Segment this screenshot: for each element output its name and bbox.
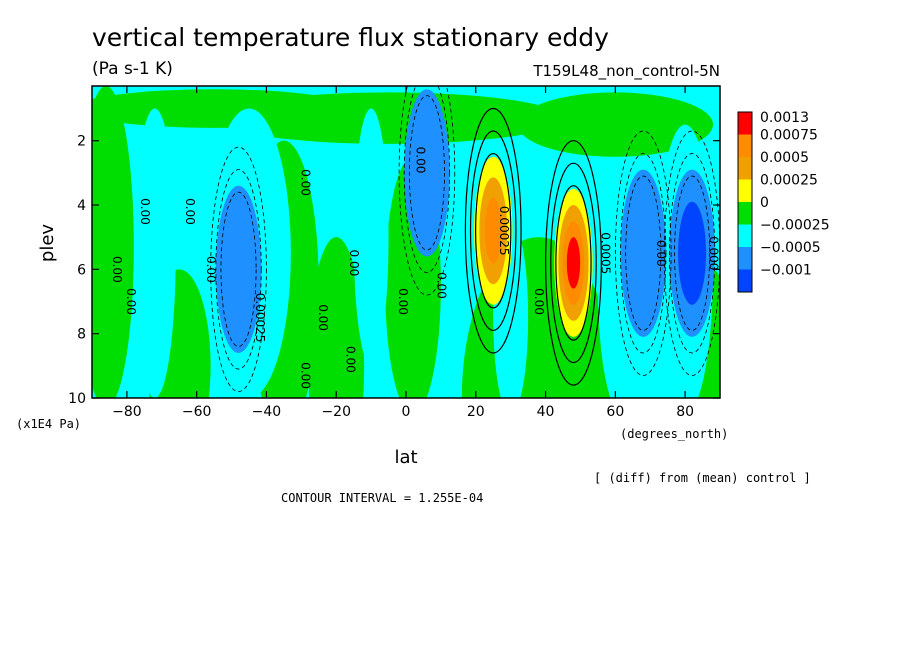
legend-swatch bbox=[738, 179, 752, 202]
feature-blob-1-3 bbox=[566, 237, 581, 289]
contour-line-2-2 bbox=[210, 146, 267, 392]
legend-frame bbox=[737, 111, 753, 293]
feature-blob-5-0 bbox=[404, 89, 450, 257]
contour-label: 0.00 bbox=[654, 240, 668, 267]
field-green-9 bbox=[92, 89, 354, 128]
x-axis-label: lat bbox=[394, 447, 417, 468]
run-label: T159L48_non_control-5N bbox=[532, 62, 720, 81]
plot-area: 0.000.000.00 0.000.000.000250.000.000.000… bbox=[92, 86, 721, 398]
legend-label: 0.00025 bbox=[760, 173, 818, 189]
contour-label: 0.00 bbox=[110, 256, 124, 283]
contour-label: 0.00025 bbox=[497, 206, 511, 256]
contour-line-1-2 bbox=[545, 140, 602, 386]
contour-label: 0.000 bbox=[707, 236, 721, 270]
contour-label: 0.00 bbox=[344, 346, 358, 373]
contour-line-0-1 bbox=[469, 130, 517, 332]
contour-line-2-1 bbox=[215, 169, 262, 370]
contour-line-0-0 bbox=[475, 152, 512, 309]
y-axis-label: plev bbox=[37, 224, 58, 263]
contour-line-1-0 bbox=[555, 185, 592, 341]
contour-label: 0.00 bbox=[316, 304, 330, 331]
feature-blob-0-2 bbox=[484, 197, 502, 264]
contour-line-4-0 bbox=[674, 175, 711, 331]
contour-label: 0.00 bbox=[183, 198, 197, 225]
y-tick-label: 6 bbox=[77, 262, 86, 278]
chart-title: vertical temperature flux stationary edd… bbox=[92, 23, 609, 52]
contour-interval: CONTOUR INTERVAL = 1.255E-04 bbox=[281, 491, 483, 505]
legend-label: −0.00025 bbox=[760, 218, 830, 234]
x-axis-units: (degrees_north) bbox=[620, 427, 728, 441]
feature-blob-2-0 bbox=[215, 185, 262, 353]
contour-label: 0.00025 bbox=[253, 293, 267, 343]
x-tick-label: −80 bbox=[112, 404, 142, 420]
y-tick-label: 10 bbox=[68, 391, 86, 407]
contour-label: 0.00 bbox=[204, 256, 218, 283]
field-green-3 bbox=[308, 237, 365, 398]
color-legend: 0.0013 0.00075 0.0005 0.00025 0 −0.00025 −0.00… bbox=[737, 110, 830, 293]
legend-swatch bbox=[738, 157, 752, 180]
chart-units: (Pa s-1 K) bbox=[92, 59, 173, 79]
legend-swatch bbox=[738, 134, 752, 157]
legend-label: 0.00075 bbox=[760, 128, 818, 144]
legend-swatch bbox=[738, 247, 752, 270]
legend-swatch bbox=[738, 202, 752, 225]
contour-label: 0.00 bbox=[413, 147, 427, 174]
contour-line-5-1 bbox=[403, 86, 451, 273]
contour-label: 0.00 bbox=[138, 198, 152, 225]
contour-line-2-0 bbox=[220, 191, 257, 347]
x-tick-label: 20 bbox=[467, 404, 485, 420]
contour-line-5-0 bbox=[408, 95, 445, 251]
legend-label: −0.001 bbox=[760, 263, 812, 279]
contour-label: 0.00 bbox=[124, 288, 138, 315]
contour-label: 0.00 bbox=[298, 362, 312, 389]
contour-line-1-1 bbox=[550, 162, 597, 364]
contour-line-3-1 bbox=[620, 153, 667, 354]
legend-swatch bbox=[738, 224, 752, 247]
feature-blob-3-0 bbox=[620, 169, 666, 337]
legend-swatch bbox=[738, 112, 752, 135]
contour-label: 0.00 bbox=[347, 250, 361, 277]
contour-line-3-2 bbox=[615, 130, 672, 376]
y-tick-label: 2 bbox=[77, 134, 86, 150]
legend-label: 0.0013 bbox=[760, 110, 809, 126]
x-tick-label: 40 bbox=[537, 404, 555, 420]
x-tick-label: 60 bbox=[606, 404, 624, 420]
contour-line-0-2 bbox=[464, 107, 522, 354]
field-cyan-2 bbox=[353, 108, 389, 366]
x-tick-label: 0 bbox=[402, 404, 411, 420]
y-tick-label: 4 bbox=[77, 198, 86, 214]
feature-blob-4-1 bbox=[678, 201, 707, 305]
legend-label: 0 bbox=[760, 195, 769, 211]
x-tick-label: −20 bbox=[321, 404, 351, 420]
legend-label: −0.0005 bbox=[760, 240, 821, 256]
legend-label: 0.0005 bbox=[760, 150, 809, 166]
diff-note: [ (diff) from (mean) control ] bbox=[594, 471, 811, 485]
contour-label: 0.00 bbox=[532, 288, 546, 315]
field-green-7 bbox=[517, 92, 714, 157]
y-axis-units: (x1E4 Pa) bbox=[16, 417, 81, 431]
legend-swatch bbox=[738, 269, 752, 292]
field-cyan-0 bbox=[133, 108, 176, 398]
x-tick-label: −60 bbox=[182, 404, 212, 420]
contour-label: 0.0005 bbox=[598, 232, 612, 274]
field-green-0 bbox=[92, 86, 134, 398]
contour-label: 0.00 bbox=[298, 169, 312, 196]
contour-line-3-0 bbox=[625, 175, 662, 331]
x-tick-label: −40 bbox=[252, 404, 282, 420]
x-tick-label: 80 bbox=[676, 404, 694, 420]
contour-line-5-2 bbox=[398, 86, 456, 296]
contour-label: 0.00 bbox=[434, 272, 448, 299]
contour-label: 0.00 bbox=[396, 288, 410, 315]
contour-line-4-1 bbox=[668, 153, 716, 354]
y-tick-label: 8 bbox=[77, 327, 86, 343]
